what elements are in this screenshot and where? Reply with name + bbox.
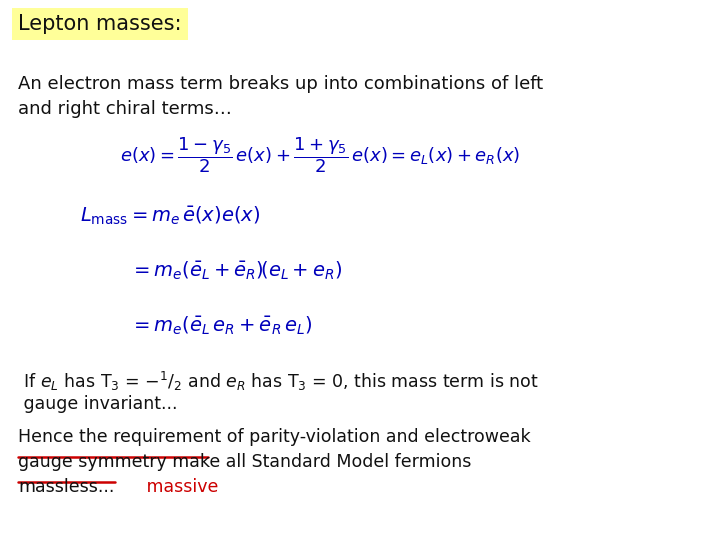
Text: $= m_e\left(\bar{e}_L+\bar{e}_R\right)\!\left(e_L+e_R\right)$: $= m_e\left(\bar{e}_L+\bar{e}_R\right)\!… — [130, 260, 342, 282]
Text: gauge invariant...: gauge invariant... — [18, 395, 178, 413]
Text: $= m_e\left(\bar{e}_L\,e_R+\bar{e}_R\,e_L\right)$: $= m_e\left(\bar{e}_L\,e_R+\bar{e}_R\,e_… — [130, 315, 312, 338]
Text: massive: massive — [130, 478, 218, 496]
Text: An electron mass term breaks up into combinations of left: An electron mass term breaks up into com… — [18, 75, 543, 93]
Text: gauge symmetry make all Standard Model fermions: gauge symmetry make all Standard Model f… — [18, 453, 472, 471]
Text: $\mathit{L}_{\mathrm{mass}} = m_e\,\bar{e}(x)e(x)$: $\mathit{L}_{\mathrm{mass}} = m_e\,\bar{… — [80, 205, 260, 227]
Text: $e(x)=\dfrac{1-\gamma_5}{2}\,e(x)+\dfrac{1+\gamma_5}{2}\,e(x)=e_L(x)+e_R(x)$: $e(x)=\dfrac{1-\gamma_5}{2}\,e(x)+\dfrac… — [120, 135, 521, 174]
Text: and right chiral terms…: and right chiral terms… — [18, 100, 232, 118]
Text: Lepton masses:: Lepton masses: — [18, 14, 181, 34]
Text: massless...: massless... — [18, 478, 114, 496]
Text: Hence the requirement of parity-violation and electroweak: Hence the requirement of parity-violatio… — [18, 428, 531, 446]
Text: If $e_L$ has T$_3$ = $-^1/_2$ and $e_R$ has T$_3$ = 0, this mass term is not: If $e_L$ has T$_3$ = $-^1/_2$ and $e_R$ … — [18, 370, 539, 393]
